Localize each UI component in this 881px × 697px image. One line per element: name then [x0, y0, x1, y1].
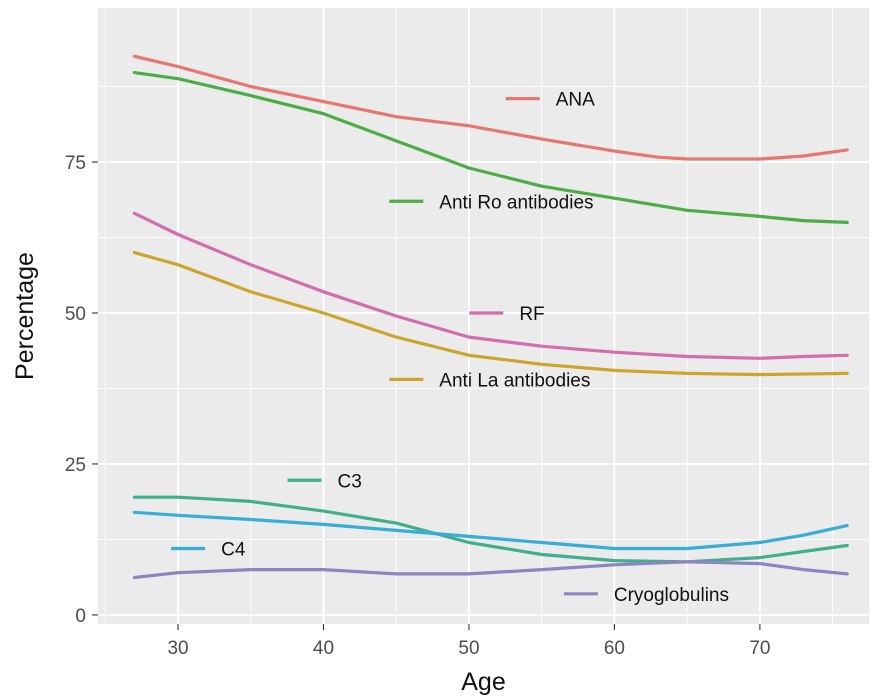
x-tick-label: 40	[313, 638, 334, 659]
y-tick-label: 50	[65, 304, 86, 325]
series-label: C4	[221, 540, 246, 561]
minor-gridlines	[98, 8, 869, 624]
y-tick-label: 75	[65, 153, 86, 174]
x-tick-label: 70	[749, 638, 770, 659]
series-line	[132, 70, 849, 224]
x-tick-label: 30	[167, 638, 188, 659]
series-label: Anti Ro antibodies	[439, 192, 593, 213]
series-lines	[132, 54, 849, 580]
series-label: Cryoglobulins	[614, 585, 729, 606]
series-labels: ANA Anti Ro antibodies RF Anti La antibodie…	[171, 90, 729, 606]
series-line	[132, 560, 849, 580]
series-line	[132, 495, 849, 564]
series-label: RF	[519, 304, 544, 325]
x-axis: 30 40 50 60 70	[167, 624, 770, 659]
series-label: ANA	[556, 90, 595, 111]
x-tick-label: 50	[458, 638, 479, 659]
y-axis-title: Percentage	[11, 252, 39, 380]
y-tick-label: 25	[65, 455, 86, 476]
series-label: C3	[337, 471, 361, 492]
series-line	[132, 54, 849, 161]
y-axis: 0 25 50 75	[65, 153, 98, 627]
series-line	[132, 251, 849, 377]
series-label: Anti La antibodies	[439, 370, 590, 391]
y-tick-label: 0	[75, 606, 86, 627]
x-axis-title: Age	[461, 668, 505, 696]
x-tick-label: 60	[604, 638, 625, 659]
series-line	[132, 510, 849, 551]
series-line	[132, 211, 849, 360]
plot-panel	[98, 8, 869, 624]
